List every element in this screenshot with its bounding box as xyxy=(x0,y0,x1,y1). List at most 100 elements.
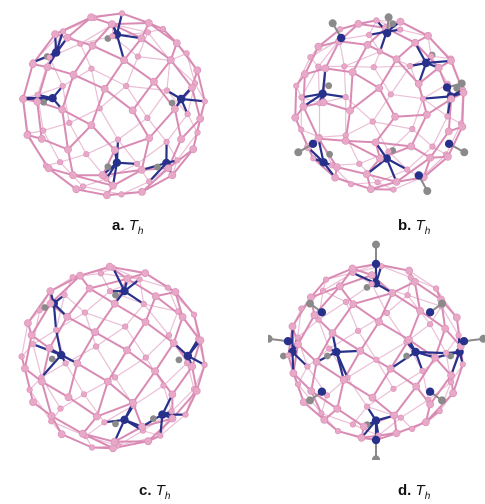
boron-atom xyxy=(189,145,198,154)
bond xyxy=(62,30,81,45)
boron-atom xyxy=(370,64,377,71)
bond xyxy=(117,139,138,165)
bond xyxy=(390,93,423,100)
metal-atom xyxy=(337,33,346,43)
boron-atom xyxy=(172,39,181,47)
boron-atom xyxy=(409,425,416,432)
structure-d xyxy=(268,240,485,460)
caption-b-label: b. xyxy=(398,217,412,234)
hydrogen-atom xyxy=(40,98,47,106)
boron-atom xyxy=(81,309,88,316)
caption-d-symbol: T xyxy=(415,482,425,499)
boron-atom xyxy=(27,331,36,340)
boron-atom xyxy=(144,114,151,121)
bond xyxy=(125,85,148,119)
bond xyxy=(104,404,134,423)
bond xyxy=(310,390,338,410)
bond xyxy=(41,137,69,151)
metal-atom xyxy=(421,58,431,68)
bond xyxy=(318,136,333,166)
caption-b: b. Th xyxy=(398,217,430,237)
metal-atom xyxy=(112,158,122,167)
boron-atom xyxy=(347,181,355,188)
boron-atom xyxy=(434,63,443,72)
bond xyxy=(37,57,51,95)
bond xyxy=(352,303,380,323)
bond xyxy=(131,109,151,139)
metal-bond xyxy=(389,351,417,370)
boron-atom xyxy=(63,312,72,321)
structure-b xyxy=(268,5,485,225)
boron-atom xyxy=(144,29,151,36)
bond xyxy=(23,335,33,369)
bond xyxy=(400,21,429,37)
bond xyxy=(22,62,34,99)
boron-atom xyxy=(165,332,172,339)
bond xyxy=(300,66,319,98)
hydrogen-atom xyxy=(438,299,446,308)
boron-atom xyxy=(73,359,82,368)
bond xyxy=(123,59,155,83)
bond xyxy=(137,32,149,57)
boron-atom xyxy=(163,138,170,145)
boron-atom xyxy=(100,85,109,93)
boron-atom xyxy=(459,88,468,97)
boron-atom xyxy=(342,93,349,101)
boron-atom xyxy=(43,63,52,71)
bond xyxy=(133,385,164,407)
hydrogen-atom xyxy=(150,415,157,422)
boron-atom xyxy=(349,421,356,428)
bond xyxy=(315,332,334,363)
boron-atom xyxy=(57,430,66,439)
bond xyxy=(89,277,128,290)
caption-c: c. Th xyxy=(139,482,170,502)
bond xyxy=(345,139,376,144)
caption-c-subscript: h xyxy=(164,491,171,502)
bond xyxy=(27,290,52,324)
boron-atom xyxy=(62,360,69,367)
boron-atom xyxy=(26,386,33,393)
boron-atom xyxy=(396,17,405,26)
bond xyxy=(65,362,85,395)
bond xyxy=(393,385,417,417)
boron-atom xyxy=(108,20,116,28)
boron-atom xyxy=(34,91,41,98)
boron-atom xyxy=(120,56,128,65)
bond xyxy=(435,288,458,318)
boron-atom xyxy=(390,411,399,420)
bond xyxy=(378,87,396,118)
bond xyxy=(345,301,359,332)
boron-atom xyxy=(23,319,32,327)
boron-atom xyxy=(360,422,368,431)
boron-atom xyxy=(170,105,179,113)
bond xyxy=(27,133,47,166)
bond xyxy=(186,362,195,390)
bond xyxy=(373,65,411,68)
boron-atom xyxy=(87,13,96,22)
structure-c xyxy=(5,258,225,478)
boron-atom xyxy=(61,291,68,299)
bond xyxy=(55,312,86,331)
boron-atom xyxy=(123,346,131,355)
metal-bond xyxy=(321,68,327,94)
bond xyxy=(163,362,188,387)
boron-atom xyxy=(136,276,143,283)
bond xyxy=(407,294,442,307)
boron-atom xyxy=(383,309,390,317)
boron-atom xyxy=(59,28,67,35)
metal-atom xyxy=(382,28,392,38)
boron-atom xyxy=(319,287,327,294)
bond xyxy=(55,294,66,331)
bond xyxy=(89,287,116,305)
bond xyxy=(292,372,312,392)
bond xyxy=(111,22,149,26)
boron-atom xyxy=(333,404,342,413)
boron-atom xyxy=(109,444,117,453)
boron-atom xyxy=(18,353,25,360)
hydrogen-atom xyxy=(154,163,161,171)
metal-bond xyxy=(335,351,345,381)
boron-atom xyxy=(447,95,456,103)
bond xyxy=(167,148,194,169)
bond xyxy=(66,287,91,318)
boron-atom xyxy=(459,361,466,368)
